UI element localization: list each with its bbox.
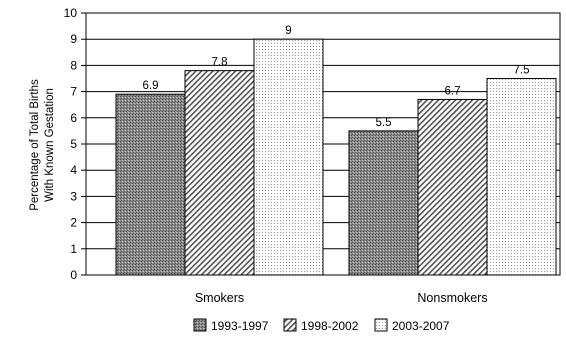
category-label: Nonsmokers	[417, 291, 487, 305]
bar	[115, 93, 186, 276]
bar	[184, 70, 255, 276]
y-tick-label: 5	[70, 137, 77, 151]
y-tick-label: 6	[70, 111, 77, 125]
legend-swatch	[283, 318, 297, 332]
category-label: Smokers	[195, 291, 244, 305]
y-axis-title-line-1: Percentage of Total Births	[29, 79, 41, 211]
y-axis-title-line-2: With Known Gestation	[44, 88, 56, 202]
y-axis-title: Percentage of Total Births With Known Ge…	[29, 79, 56, 211]
x-axis-category-labels: Smokers Nonsmokers	[195, 291, 488, 305]
bars	[115, 38, 557, 276]
data-labels: 6.9 5.5 7.8 6.7 9 7.5	[143, 25, 530, 129]
legend-swatch	[193, 318, 207, 332]
y-tick-label: 2	[70, 216, 77, 230]
legend-label: 1993-1997	[211, 319, 269, 333]
y-tick-label: 4	[70, 163, 77, 177]
y-tick-label: 3	[70, 189, 77, 203]
y-tick-label: 10	[64, 6, 78, 20]
legend-label: 1998-2002	[301, 319, 359, 333]
legend-swatch	[374, 318, 388, 332]
data-label: 5.5	[376, 117, 392, 129]
data-label: 9	[285, 25, 291, 37]
y-tick-label: 0	[70, 268, 77, 282]
y-tick-label: 8	[70, 58, 77, 72]
legend: 1993-1997 1998-2002 2003-2007	[193, 318, 450, 333]
data-label: 6.9	[143, 80, 159, 92]
data-label: 6.7	[445, 85, 461, 97]
y-tick-label: 9	[70, 32, 77, 46]
bar	[253, 38, 324, 276]
legend-label: 2003-2007	[392, 319, 450, 333]
y-tick-label: 7	[70, 85, 77, 99]
y-axis-ticks: 0 1 2 3 4 5 6 7 8 9 10	[64, 6, 86, 282]
bar	[348, 130, 419, 276]
bar	[486, 78, 557, 276]
data-label: 7.5	[514, 65, 530, 77]
bar	[417, 98, 488, 276]
y-tick-label: 1	[70, 242, 77, 256]
data-label: 7.8	[212, 57, 228, 69]
